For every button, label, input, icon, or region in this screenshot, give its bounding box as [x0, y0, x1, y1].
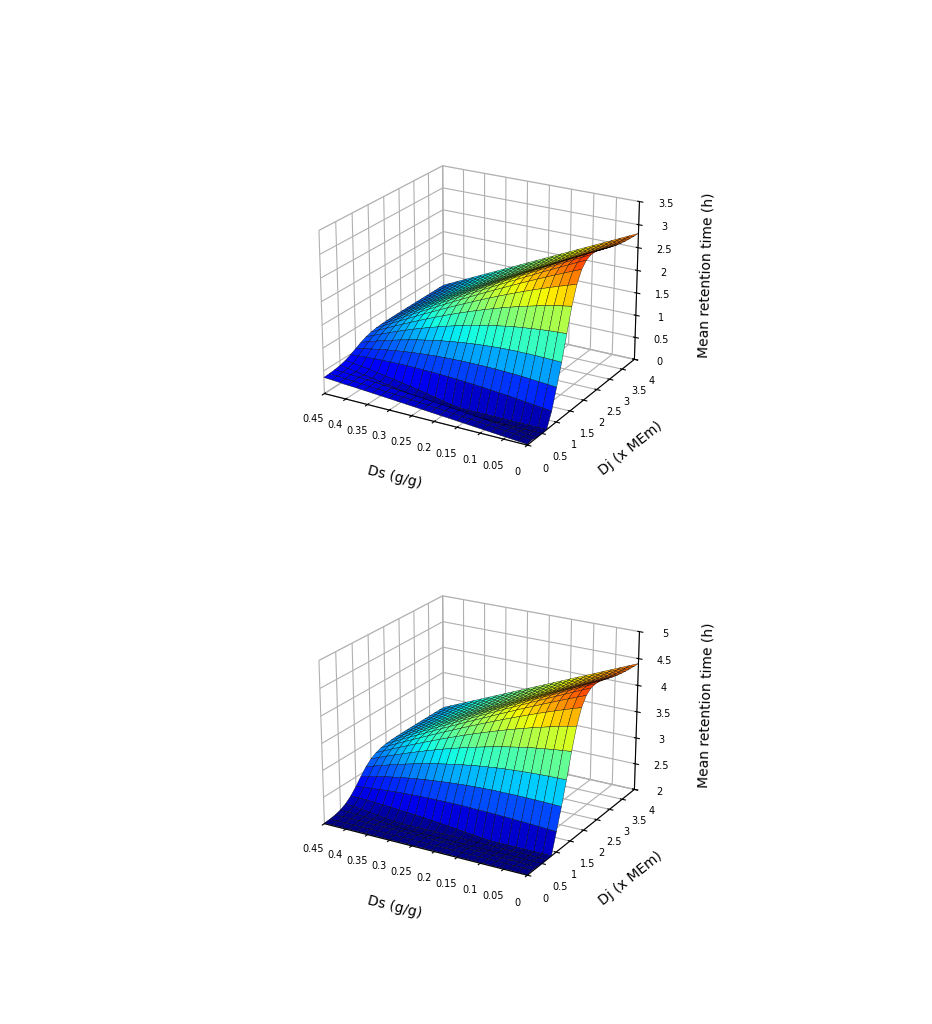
Y-axis label: Dj (x MEm): Dj (x MEm) — [596, 419, 665, 478]
Y-axis label: Dj (x MEm): Dj (x MEm) — [596, 849, 665, 908]
X-axis label: Ds (g/g): Ds (g/g) — [365, 464, 423, 490]
X-axis label: Ds (g/g): Ds (g/g) — [365, 894, 423, 921]
